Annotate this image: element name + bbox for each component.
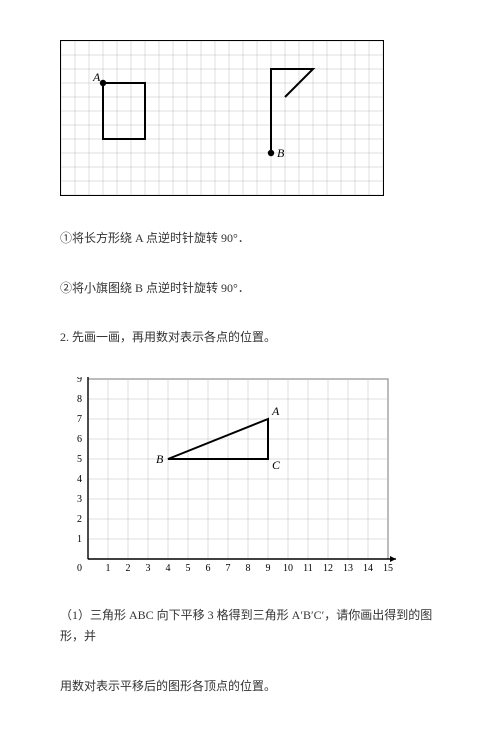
svg-text:6: 6 xyxy=(77,434,82,445)
svg-text:11: 11 xyxy=(303,563,313,574)
svg-text:8: 8 xyxy=(246,563,251,574)
svg-text:4: 4 xyxy=(77,474,82,485)
instruction-4: （1）三角形 ABC 向下平移 3 格得到三角形 A′B′C′，请你画出得到的图… xyxy=(60,605,440,648)
svg-text:4: 4 xyxy=(166,563,171,574)
svg-text:13: 13 xyxy=(343,563,353,574)
svg-text:6: 6 xyxy=(206,563,211,574)
instruction-3: 2. 先画一画，再用数对表示各点的位置。 xyxy=(60,327,440,349)
svg-text:B: B xyxy=(156,452,164,466)
svg-text:1: 1 xyxy=(106,563,111,574)
svg-text:3: 3 xyxy=(146,563,151,574)
svg-text:B: B xyxy=(277,146,285,160)
svg-text:9: 9 xyxy=(77,377,82,385)
figure-1-container: AB xyxy=(60,40,384,196)
svg-text:5: 5 xyxy=(186,563,191,574)
svg-text:2: 2 xyxy=(126,563,131,574)
instruction-1: ①将长方形绕 A 点逆时针旋转 90°． xyxy=(60,228,440,250)
svg-text:1: 1 xyxy=(77,534,82,545)
svg-text:A: A xyxy=(92,70,101,84)
svg-text:12: 12 xyxy=(323,563,333,574)
svg-text:8: 8 xyxy=(77,394,82,405)
svg-text:3: 3 xyxy=(77,494,82,505)
svg-text:7: 7 xyxy=(77,414,82,425)
svg-text:5: 5 xyxy=(77,454,82,465)
svg-text:14: 14 xyxy=(363,563,373,574)
svg-text:15: 15 xyxy=(383,563,393,574)
svg-text:10: 10 xyxy=(283,563,293,574)
figure-1-svg: AB xyxy=(61,41,383,195)
svg-text:C: C xyxy=(272,458,281,472)
svg-text:A: A xyxy=(271,404,280,418)
svg-text:2: 2 xyxy=(77,514,82,525)
svg-text:9: 9 xyxy=(266,563,271,574)
instruction-5: 用数对表示平移后的图形各顶点的位置。 xyxy=(60,676,440,698)
instruction-2: ②将小旗图绕 B 点逆时针旋转 90°． xyxy=(60,278,440,300)
svg-text:7: 7 xyxy=(226,563,231,574)
svg-text:0: 0 xyxy=(77,563,82,574)
figure-2-svg: 1234567891011121314151234567890ABC xyxy=(60,377,400,577)
figure-2-container: 1234567891011121314151234567890ABC xyxy=(60,377,440,577)
